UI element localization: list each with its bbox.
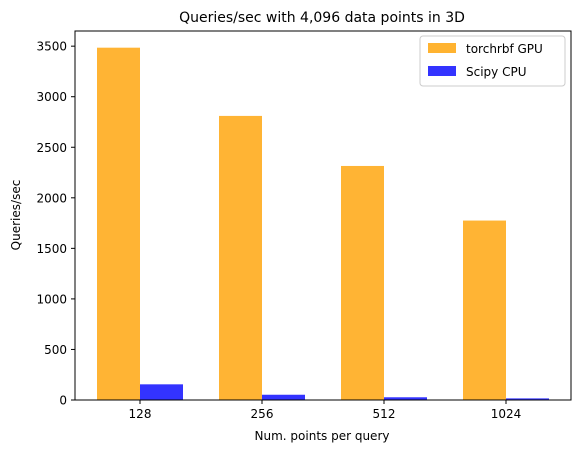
- bar-torchrbf-gpu-1024: [463, 220, 506, 400]
- bar-scipy-cpu-256: [262, 394, 305, 400]
- bar-scipy-cpu-128: [140, 384, 183, 400]
- y-axis-ticks: 0 500 1000 1500 2000 2500 3000 3500: [36, 40, 75, 408]
- y-tick-label: 3000: [36, 90, 67, 104]
- legend-label-scipy-cpu: Scipy CPU: [466, 65, 526, 79]
- bar-torchrbf-gpu-128: [97, 47, 140, 401]
- legend-frame: [419, 35, 566, 87]
- y-tick-label: 0: [59, 394, 67, 408]
- legend-swatch-torchrbf-gpu: [428, 43, 456, 53]
- bar-torchrbf-gpu-256: [219, 115, 262, 401]
- legend-swatch-scipy-cpu: [428, 66, 456, 76]
- y-axis-label: Queries/sec: [9, 180, 23, 251]
- y-tick-label: 1500: [36, 242, 67, 256]
- y-tick-label: 2000: [36, 191, 67, 205]
- x-tick-label-1024: 1024: [491, 407, 522, 421]
- y-tick-label: 500: [44, 343, 67, 357]
- bar-scipy-cpu-512: [384, 397, 427, 400]
- y-tick-label: 1000: [36, 292, 67, 306]
- x-tick-label-512: 512: [373, 407, 396, 421]
- chart-title: Queries/sec with 4,096 data points in 3D: [179, 10, 465, 26]
- x-axis-ticks: 128 256 512 1024: [129, 400, 522, 421]
- x-tick-label-128: 128: [129, 407, 152, 421]
- bar-scipy-cpu-1024: [506, 398, 549, 400]
- x-tick-label-256: 256: [251, 407, 274, 421]
- legend-label-torchrbf-gpu: torchrbf GPU: [466, 42, 543, 56]
- bars-group: [97, 47, 549, 401]
- plot-frame: [74, 30, 572, 401]
- y-tick-label: 2500: [36, 141, 67, 155]
- legend: torchrbf GPU Scipy CPU: [419, 35, 566, 87]
- bar-torchrbf-gpu-512: [341, 165, 384, 400]
- y-tick-label: 3500: [36, 40, 67, 54]
- x-axis-label: Num. points per query: [255, 429, 390, 443]
